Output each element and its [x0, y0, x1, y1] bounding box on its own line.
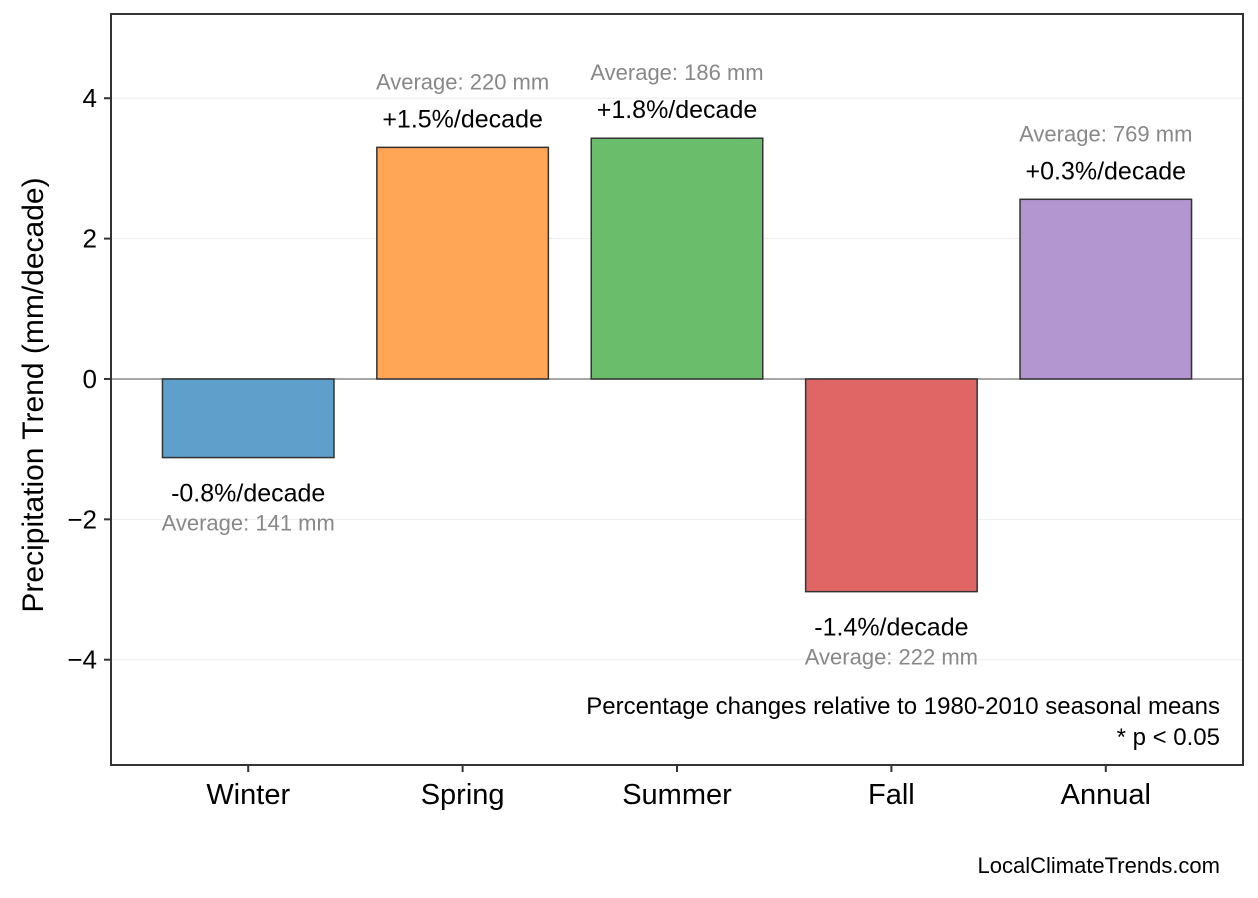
y-axis-label: Precipitation Trend (mm/decade): [17, 177, 50, 612]
y-tick-label: −4: [67, 645, 97, 675]
bar-fall: [804, 378, 978, 593]
bar-labels: -0.8%/decade Average: 141 mm +1.5%/decade A…: [162, 60, 1193, 669]
annotation-note: Percentage changes relative to 1980-2010…: [586, 693, 1220, 720]
source-credit: LocalClimateTrends.com: [978, 853, 1221, 878]
x-tick-label: Winter: [206, 779, 290, 811]
average-label: Average: 220 mm: [376, 69, 549, 94]
average-label: Average: 222 mm: [805, 645, 978, 670]
bar-summer: [590, 137, 764, 380]
average-label: Average: 186 mm: [590, 60, 763, 85]
average-label: Average: 141 mm: [162, 511, 335, 536]
trend-label: +1.8%/decade: [597, 96, 758, 124]
bars: [161, 137, 1193, 593]
x-tick-label: Annual: [1061, 779, 1151, 811]
annotation-significance: * p < 0.05: [1117, 724, 1220, 751]
y-axis: −4 −2 0 2 4: [67, 83, 111, 675]
trend-label: -1.4%/decade: [814, 614, 968, 642]
bar-annual: [1019, 198, 1193, 380]
x-tick-label: Summer: [622, 779, 732, 811]
bar-spring: [376, 146, 550, 380]
y-tick-label: 0: [83, 364, 97, 394]
x-tick-label: Fall: [868, 779, 915, 811]
trend-label: +1.5%/decade: [382, 105, 543, 133]
trend-label: -0.8%/decade: [171, 480, 325, 508]
trend-label: +0.3%/decade: [1026, 157, 1187, 185]
y-tick-label: 4: [83, 83, 97, 113]
y-tick-label: −2: [67, 504, 97, 534]
average-label: Average: 769 mm: [1019, 121, 1192, 146]
bar-winter: [161, 378, 335, 459]
x-axis: Winter Spring Summer Fall Annual: [206, 765, 1151, 811]
x-tick-label: Spring: [421, 779, 505, 811]
y-tick-label: 2: [83, 224, 97, 254]
